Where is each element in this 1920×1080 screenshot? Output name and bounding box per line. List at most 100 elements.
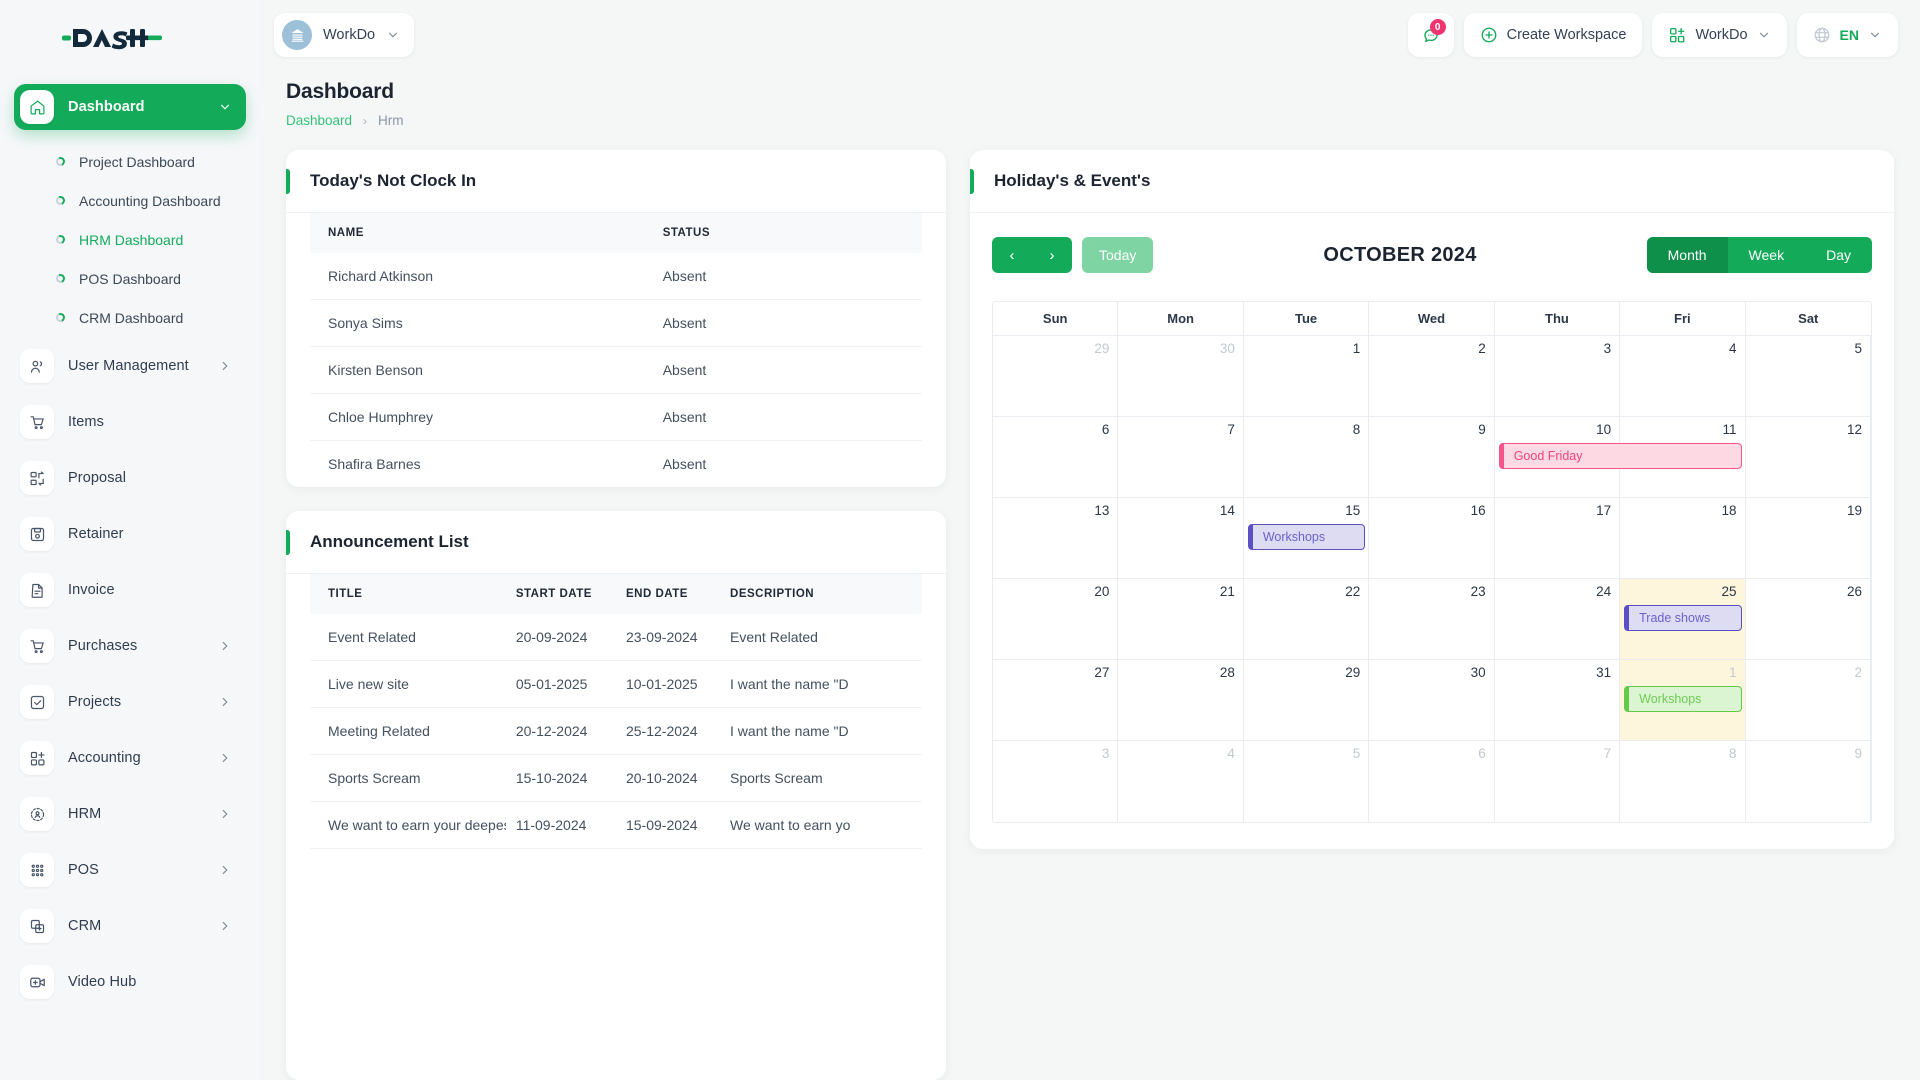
calendar-day-cell[interactable]: 1 <box>1243 336 1370 417</box>
sidebar-item-label: Projects <box>68 694 122 710</box>
sidebar-item-user-management[interactable]: User Management <box>14 343 246 389</box>
language-selector[interactable]: EN <box>1796 13 1898 57</box>
sidebar-item-items[interactable]: Items <box>14 399 246 445</box>
cell-title: Sports Scream <box>310 754 506 802</box>
sidebar-item-label: User Management <box>68 358 189 374</box>
sidebar-item-projects[interactable]: Projects <box>14 679 246 725</box>
calendar-event[interactable]: Workshops <box>1247 524 1366 550</box>
calendar-day-cell[interactable]: 9 <box>1369 417 1495 498</box>
calendar-next-button[interactable]: › <box>1032 237 1072 273</box>
calendar-day-cell[interactable]: 6 <box>993 417 1119 498</box>
sidebar-item-video-hub[interactable]: Video Hub <box>14 959 246 1005</box>
calendar-day-cell[interactable]: 17 <box>1494 498 1621 579</box>
calendar-day-cell[interactable]: 4 <box>1620 336 1746 417</box>
calendar-day-cell[interactable]: 27 <box>993 660 1119 741</box>
calendar-day-cell[interactable]: 12 <box>1745 417 1871 498</box>
calendar-view-day[interactable]: Day <box>1805 237 1872 273</box>
calendar-view-week[interactable]: Week <box>1728 237 1806 273</box>
workspace-selector[interactable]: WorkDo <box>274 13 415 57</box>
calendar-day-cell[interactable]: 21 <box>1118 579 1244 660</box>
dots-grid-icon <box>20 853 54 887</box>
breadcrumb-root[interactable]: Dashboard <box>286 113 353 128</box>
calendar-card: Holiday's & Event's ‹ › Today OCTOBER 20… <box>970 150 1894 849</box>
calendar-day-cell[interactable]: 18 <box>1620 498 1746 579</box>
calendar-event[interactable]: Workshops <box>1624 686 1742 712</box>
calendar-day-cell[interactable]: 7 <box>1495 741 1621 822</box>
calendar-day-cell[interactable]: 14 <box>1118 498 1244 579</box>
calendar-view-month[interactable]: Month <box>1646 237 1728 273</box>
sidebar-item-accounting-dashboard[interactable]: Accounting Dashboard <box>14 181 246 220</box>
sidebar-item-dashboard[interactable]: Dashboard <box>14 84 246 130</box>
calendar-weeks: 29 30 1 2 3 4 5 6 7 8 9 10 11 12 Good Friday 13 14 15 16 17… <box>993 336 1871 822</box>
table-row[interactable]: Sports Scream 15-10-2024 20-10-2024 Spor… <box>310 754 922 802</box>
table-row[interactable]: Event Related 20-09-2024 23-09-2024 Even… <box>310 614 922 661</box>
calendar-day-cell[interactable]: 5 <box>1244 741 1370 822</box>
create-workspace-button[interactable]: Create Workspace <box>1463 13 1643 57</box>
calendar-day-cell[interactable]: 15 <box>1243 498 1370 579</box>
calendar-day-cell[interactable]: 9 <box>1746 741 1871 822</box>
sidebar-item-crm[interactable]: CRM <box>14 903 246 949</box>
cell-status: Absent <box>652 346 922 394</box>
sidebar-item-project-dashboard[interactable]: Project Dashboard <box>14 142 246 181</box>
table-row[interactable]: Chloe Humphrey Absent <box>310 393 922 441</box>
calendar-body: ‹ › Today OCTOBER 2024 Month Week Day <box>970 213 1894 849</box>
calendar-day-cell[interactable]: 11 <box>1620 417 1746 498</box>
calendar-day-cell[interactable]: 16 <box>1369 498 1495 579</box>
calendar-day-cell[interactable]: 8 <box>1243 417 1370 498</box>
calendar-day-cell[interactable]: 20 <box>993 579 1119 660</box>
calendar-day-cell[interactable]: 3 <box>1494 336 1621 417</box>
sidebar-item-pos-dashboard[interactable]: POS Dashboard <box>14 259 246 298</box>
calendar-day-cell[interactable]: 7 <box>1118 417 1244 498</box>
calendar-day-cell[interactable]: 28 <box>1118 660 1244 741</box>
calendar-day-cell[interactable]: 2 <box>1369 336 1495 417</box>
sidebar-item-invoice[interactable]: Invoice <box>14 567 246 613</box>
calendar-day-cell[interactable]: 5 <box>1745 336 1871 417</box>
table-row[interactable]: Kirsten Benson Absent <box>310 346 922 394</box>
sidebar-item-pos[interactable]: POS <box>14 847 246 893</box>
weekday-sun: Sun <box>993 302 1119 336</box>
calendar-day-cell[interactable]: 8 <box>1620 741 1746 822</box>
sidebar-item-proposal[interactable]: Proposal <box>14 455 246 501</box>
page-title: Dashboard <box>286 80 394 103</box>
calendar-day-cell[interactable]: 30 <box>1369 660 1495 741</box>
calendar-today-button[interactable]: Today <box>1082 237 1154 273</box>
table-row[interactable]: Live new site 05-01-2025 10-01-2025 I wa… <box>310 660 922 708</box>
calendar-day-cell[interactable]: 31 <box>1494 660 1621 741</box>
sidebar-item-hrm-dashboard[interactable]: HRM Dashboard <box>14 220 246 259</box>
sidebar-item-purchases[interactable]: Purchases <box>14 623 246 669</box>
calendar-event-layer: Trade shows <box>993 605 1871 660</box>
table-row[interactable]: Sonya Sims Absent <box>310 299 922 347</box>
calendar-day-cell[interactable]: 4 <box>1118 741 1244 822</box>
calendar-day-cell[interactable]: 13 <box>993 498 1119 579</box>
sidebar-item-retainer[interactable]: Retainer <box>14 511 246 557</box>
calendar-day-cell[interactable]: 6 <box>1369 741 1495 822</box>
calendar-day-cell[interactable]: 3 <box>993 741 1119 822</box>
sidebar-item-crm-dashboard[interactable]: CRM Dashboard <box>14 298 246 337</box>
calendar-event[interactable]: Good Friday <box>1498 443 1742 469</box>
table-row[interactable]: We want to earn your deepest trust 11-09… <box>310 801 922 849</box>
weekday-mon: Mon <box>1118 302 1244 336</box>
workspace-switch-button[interactable]: WorkDo <box>1652 13 1787 57</box>
chat-button[interactable]: 0 <box>1407 13 1454 57</box>
calendar-event[interactable]: Trade shows <box>1624 605 1742 631</box>
sidebar-item-accounting[interactable]: Accounting <box>14 735 246 781</box>
calendar-day-cell[interactable]: 29 <box>993 336 1119 417</box>
home-icon <box>20 90 54 124</box>
calendar-day-cell[interactable]: 22 <box>1243 579 1370 660</box>
calendar-prev-button[interactable]: ‹ <box>992 237 1032 273</box>
cell-status: Absent <box>652 253 922 300</box>
table-row[interactable]: Richard Atkinson Absent <box>310 253 922 300</box>
calendar-day-cell[interactable]: 26 <box>1745 579 1871 660</box>
globe-icon <box>1814 27 1829 43</box>
calendar-day-cell[interactable]: 30 <box>1118 336 1244 417</box>
table-row[interactable]: Meeting Related 20-12-2024 25-12-2024 I … <box>310 707 922 755</box>
table-row[interactable]: Shafira Barnes Absent <box>310 441 922 488</box>
bullet-icon <box>54 233 67 246</box>
calendar-day-cell[interactable]: 29 <box>1243 660 1370 741</box>
calendar-day-cell[interactable]: 2 <box>1745 660 1871 741</box>
sidebar-item-hrm[interactable]: HRM <box>14 791 246 837</box>
calendar-day-cell[interactable]: 19 <box>1745 498 1871 579</box>
calendar-day-cell[interactable]: 24 <box>1494 579 1621 660</box>
calendar-day-cell[interactable]: 23 <box>1369 579 1495 660</box>
app-logo[interactable] <box>0 0 260 76</box>
